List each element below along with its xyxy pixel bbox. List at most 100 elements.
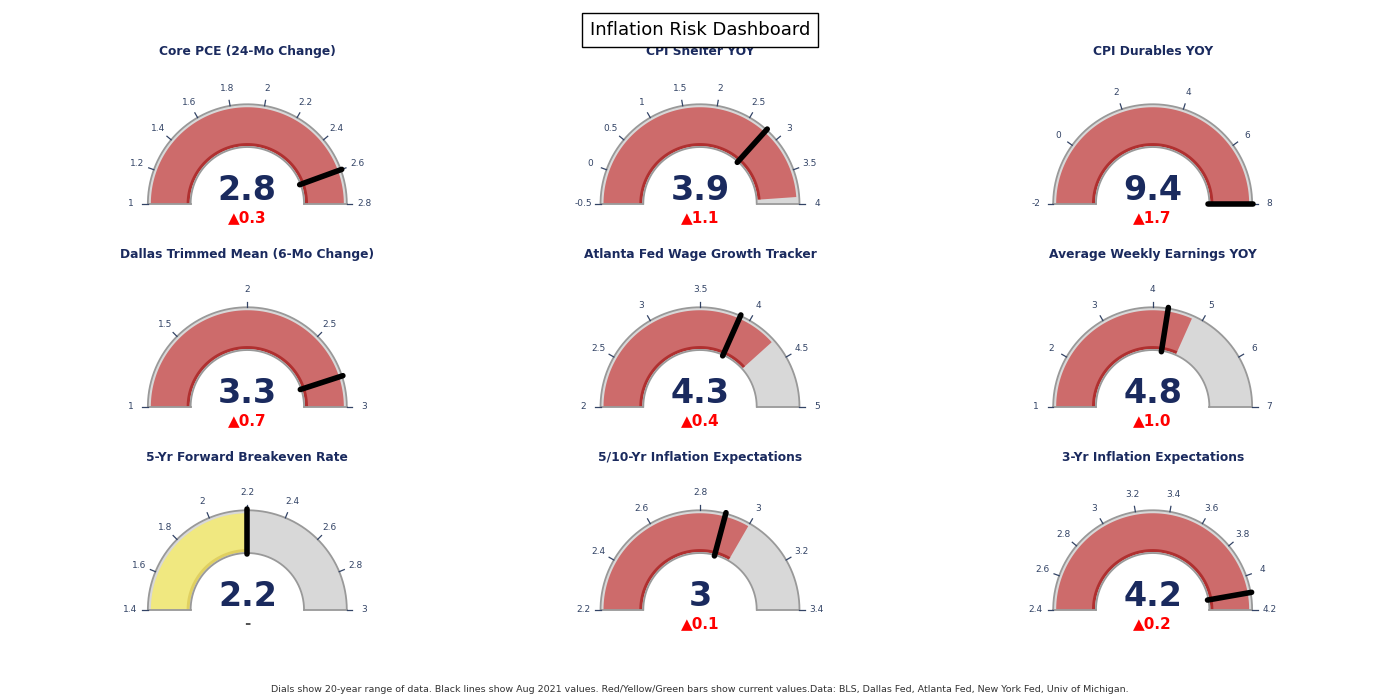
Polygon shape	[1092, 346, 1177, 407]
Text: 2: 2	[1049, 344, 1054, 353]
Polygon shape	[1053, 104, 1252, 204]
Polygon shape	[1092, 143, 1214, 204]
Text: 4: 4	[813, 199, 819, 208]
Polygon shape	[151, 107, 344, 204]
Text: 1.8: 1.8	[157, 523, 172, 531]
Text: -2: -2	[1032, 199, 1040, 208]
Text: 1.6: 1.6	[182, 98, 196, 107]
Text: 9.4: 9.4	[1123, 174, 1182, 207]
Text: 4: 4	[1260, 566, 1266, 574]
Text: ▲0.3: ▲0.3	[228, 210, 266, 225]
Title: CPI Shelter YOY: CPI Shelter YOY	[645, 46, 755, 58]
Polygon shape	[603, 107, 797, 204]
Text: 2.4: 2.4	[592, 547, 606, 556]
Text: 4: 4	[1149, 286, 1155, 295]
Text: 2.2: 2.2	[218, 580, 277, 613]
Text: 2.4: 2.4	[286, 497, 300, 506]
Text: 1.8: 1.8	[220, 84, 234, 93]
Text: 4.2: 4.2	[1263, 606, 1277, 614]
Text: 4.3: 4.3	[671, 377, 729, 410]
Text: ▲1.1: ▲1.1	[680, 210, 720, 225]
Text: 2.6: 2.6	[634, 504, 648, 513]
Text: 0: 0	[587, 160, 594, 168]
Polygon shape	[640, 549, 731, 610]
Polygon shape	[1053, 510, 1252, 610]
Text: ▲1.7: ▲1.7	[1134, 210, 1172, 225]
Text: ▲1.0: ▲1.0	[1134, 413, 1172, 428]
Text: 1.5: 1.5	[672, 84, 687, 93]
Text: 4.8: 4.8	[1123, 377, 1182, 410]
Polygon shape	[603, 513, 748, 610]
Text: 1: 1	[127, 402, 133, 411]
Text: 2: 2	[1114, 88, 1120, 97]
Title: Dallas Trimmed Mean (6-Mo Change): Dallas Trimmed Mean (6-Mo Change)	[120, 248, 374, 261]
Text: 3: 3	[638, 301, 644, 310]
Text: -0.5: -0.5	[574, 199, 592, 208]
Text: 2: 2	[717, 84, 724, 93]
Text: ▲0.2: ▲0.2	[1133, 616, 1172, 631]
Text: 3.4: 3.4	[1166, 490, 1180, 499]
Text: 2.8: 2.8	[357, 199, 371, 208]
Text: 2.4: 2.4	[330, 124, 344, 133]
Polygon shape	[1053, 307, 1252, 407]
Polygon shape	[640, 346, 745, 407]
Text: Dials show 20-year range of data. Black lines show Aug 2021 values. Red/Yellow/G: Dials show 20-year range of data. Black …	[272, 685, 1128, 694]
Text: 2.2: 2.2	[298, 98, 312, 107]
Polygon shape	[148, 307, 347, 407]
Text: 2: 2	[581, 402, 587, 411]
Text: ▲0.4: ▲0.4	[680, 413, 720, 428]
Polygon shape	[186, 549, 248, 610]
Text: 3.5: 3.5	[693, 286, 707, 295]
Title: Core PCE (24-Mo Change): Core PCE (24-Mo Change)	[160, 46, 336, 58]
Title: Atlanta Fed Wage Growth Tracker: Atlanta Fed Wage Growth Tracker	[584, 248, 816, 261]
Polygon shape	[640, 143, 760, 204]
Text: 2: 2	[265, 84, 270, 93]
Polygon shape	[151, 513, 248, 610]
Title: 3-Yr Inflation Expectations: 3-Yr Inflation Expectations	[1061, 452, 1243, 464]
Text: 3: 3	[361, 402, 367, 411]
Text: 1.5: 1.5	[157, 320, 172, 328]
Title: 5/10-Yr Inflation Expectations: 5/10-Yr Inflation Expectations	[598, 452, 802, 464]
Text: 2.5: 2.5	[752, 98, 766, 107]
Text: 1.2: 1.2	[130, 160, 144, 168]
Text: 3.2: 3.2	[1126, 490, 1140, 499]
Text: ▲0.1: ▲0.1	[680, 616, 720, 631]
Text: 1.6: 1.6	[132, 561, 147, 570]
Text: 6: 6	[1245, 130, 1250, 139]
Text: 1: 1	[1033, 402, 1039, 411]
Text: 3.9: 3.9	[671, 174, 729, 207]
Polygon shape	[1092, 549, 1214, 610]
Text: 3.6: 3.6	[1204, 504, 1218, 513]
Text: Inflation Risk Dashboard: Inflation Risk Dashboard	[589, 21, 811, 39]
Text: 1: 1	[127, 199, 133, 208]
Text: 4.5: 4.5	[794, 344, 808, 353]
Text: 4.2: 4.2	[1123, 580, 1182, 613]
Text: 4: 4	[1186, 88, 1191, 97]
Text: 3: 3	[689, 580, 711, 613]
Polygon shape	[1056, 107, 1249, 204]
Text: 2.6: 2.6	[1036, 566, 1050, 574]
Polygon shape	[186, 346, 308, 407]
Text: 2.2: 2.2	[241, 489, 255, 498]
Text: -: -	[244, 616, 251, 631]
Text: 3.2: 3.2	[794, 547, 808, 556]
Text: 3.4: 3.4	[809, 606, 825, 614]
Text: ▲0.7: ▲0.7	[228, 413, 266, 428]
Text: 3.5: 3.5	[802, 160, 818, 168]
Text: 3: 3	[1092, 301, 1098, 310]
Text: 2.4: 2.4	[1029, 606, 1043, 614]
Polygon shape	[151, 310, 344, 407]
Polygon shape	[603, 310, 771, 407]
Text: 6: 6	[1252, 344, 1257, 353]
Text: 4: 4	[756, 301, 762, 310]
Text: 2.5: 2.5	[323, 320, 337, 328]
Text: 7: 7	[1267, 402, 1273, 411]
Title: Average Weekly Earnings YOY: Average Weekly Earnings YOY	[1049, 248, 1257, 261]
Text: 3: 3	[361, 606, 367, 614]
Polygon shape	[601, 510, 799, 610]
Text: 2.8: 2.8	[218, 174, 277, 207]
Text: 2.6: 2.6	[350, 160, 364, 168]
Text: 0.5: 0.5	[603, 124, 617, 133]
Text: 2.8: 2.8	[693, 489, 707, 498]
Text: 1.4: 1.4	[151, 124, 165, 133]
